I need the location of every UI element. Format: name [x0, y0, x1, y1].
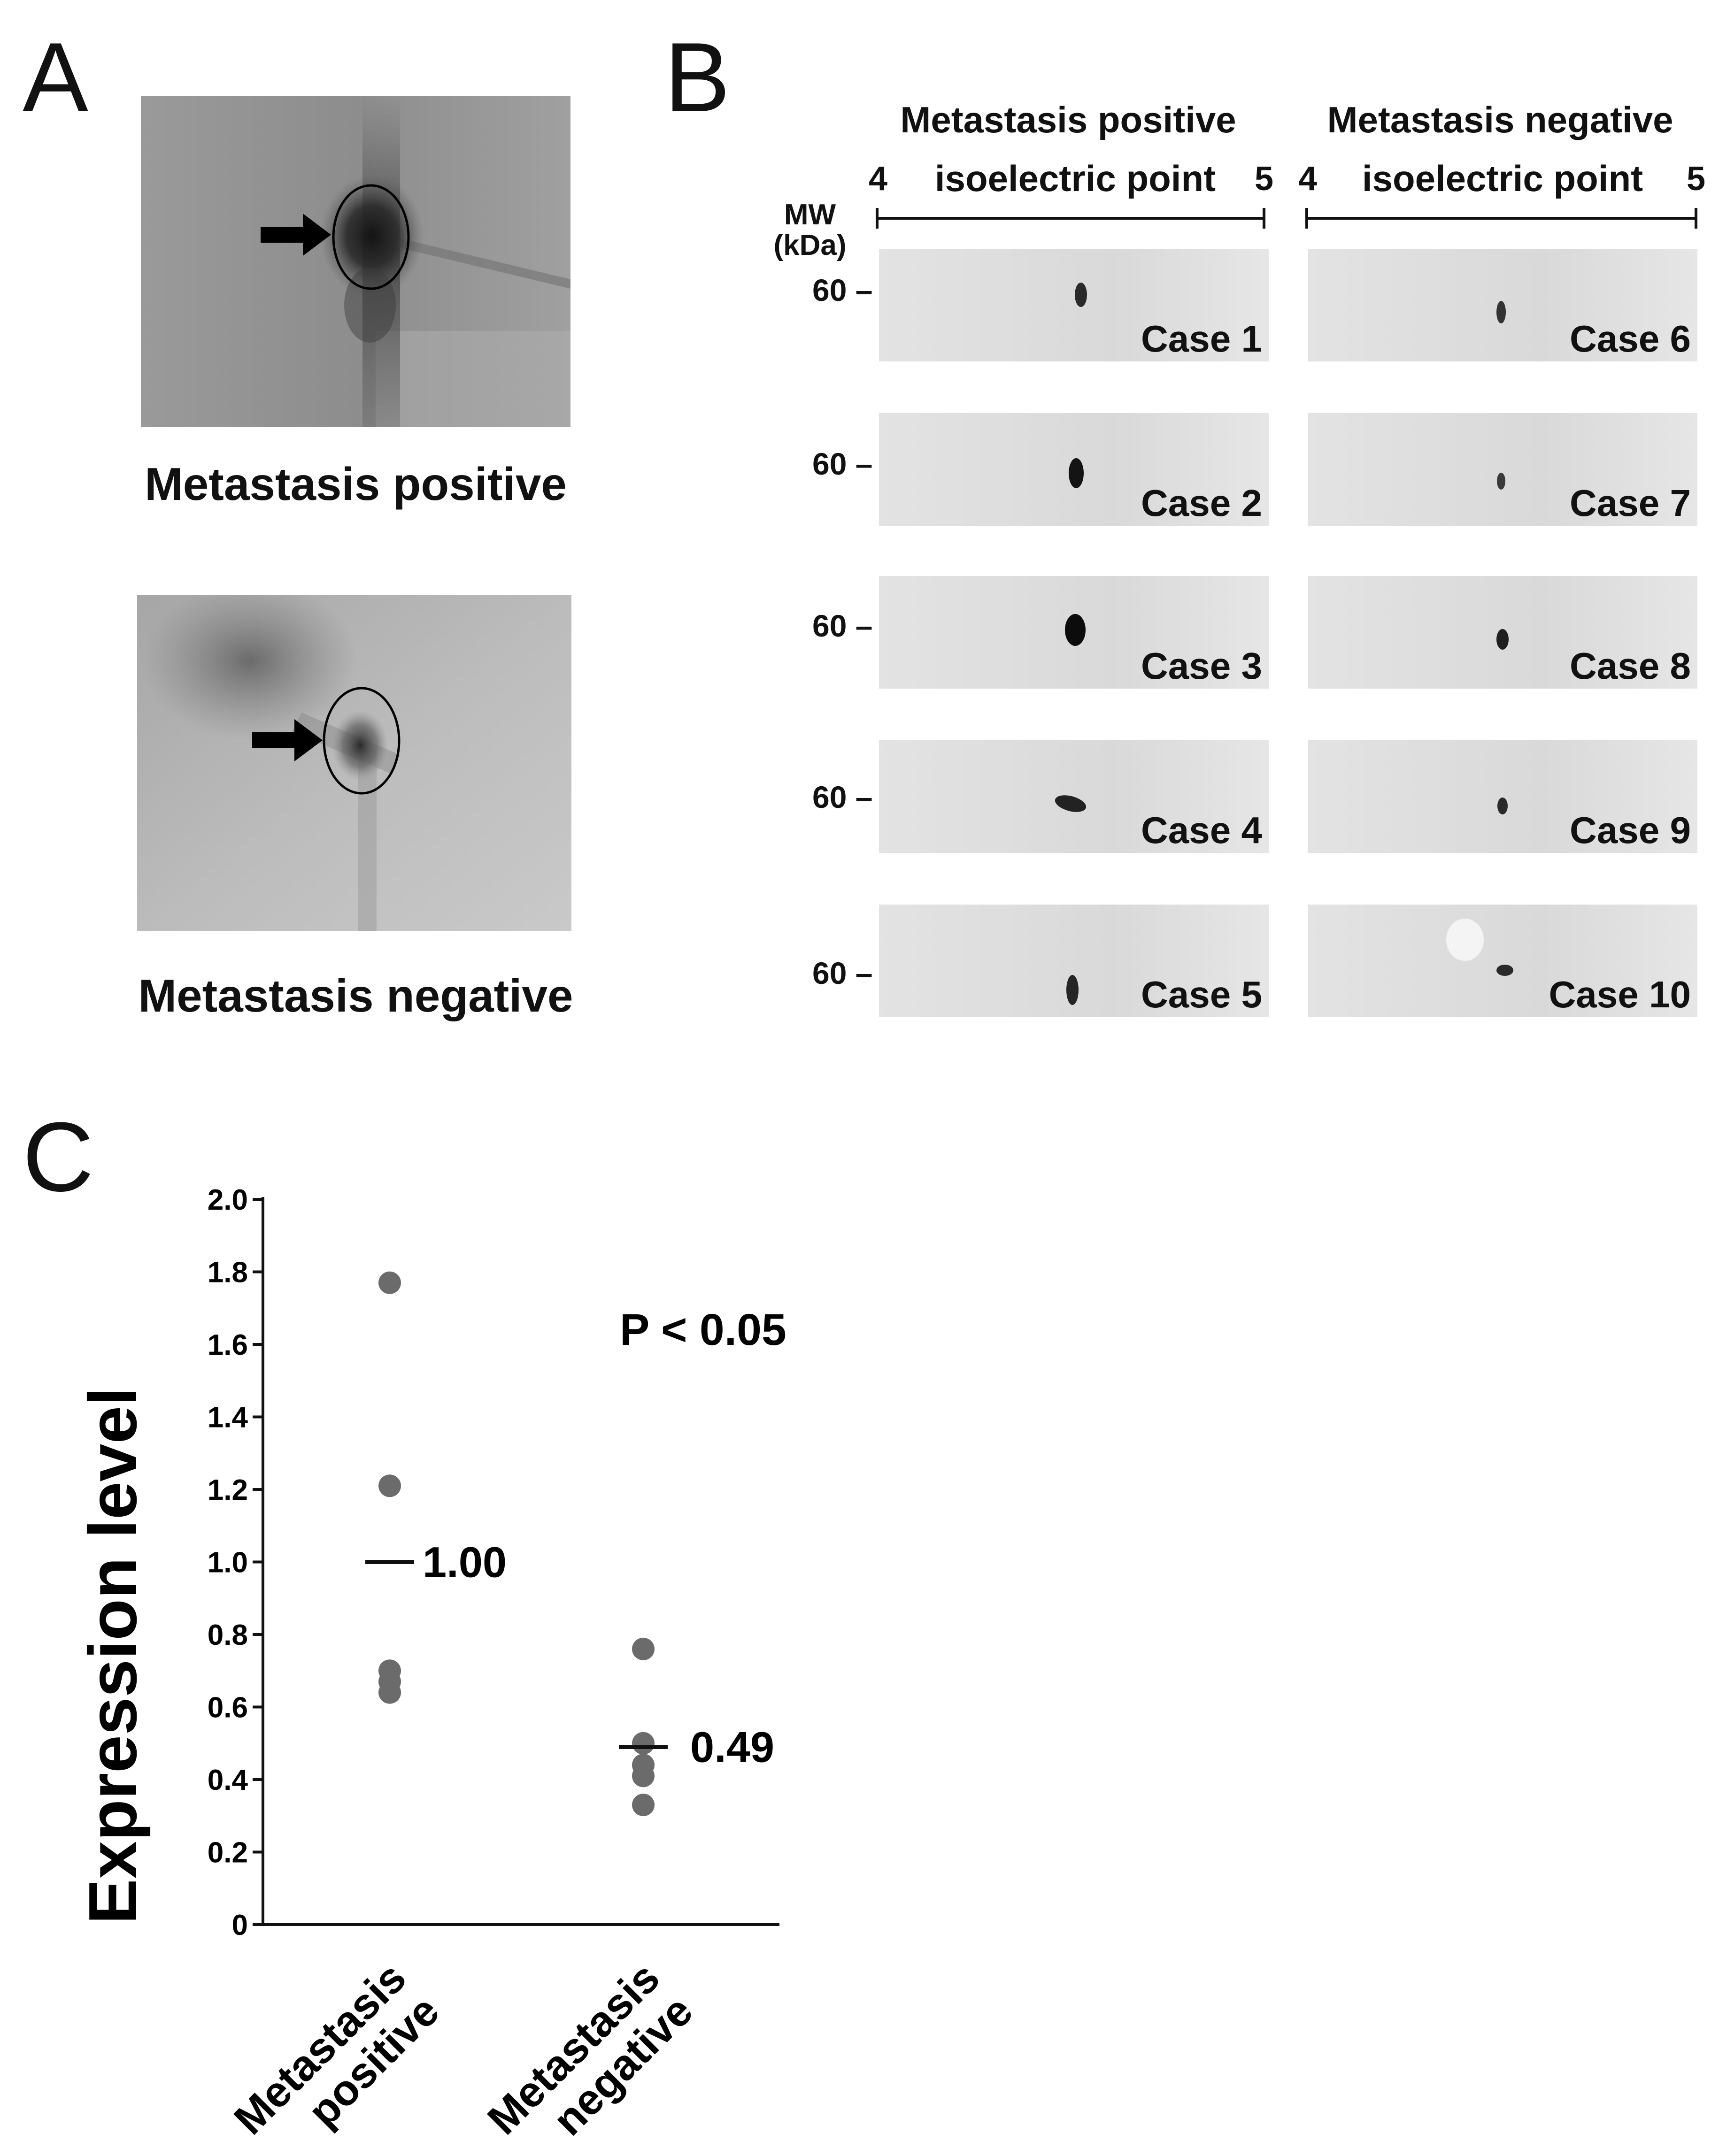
y-tick-label: 0.2 — [208, 1837, 248, 1869]
y-tick-label: 0.4 — [208, 1764, 248, 1796]
iep-range-bracket-right — [1305, 208, 1697, 229]
data-points — [378, 1271, 655, 1817]
western-blot-strip: Case 6 — [1308, 249, 1697, 361]
caption-metastasis-negative: Metastasis negative — [138, 970, 573, 1021]
case-label: Case 3 — [1141, 645, 1262, 687]
case-label: Case 9 — [1570, 809, 1691, 851]
arrow-icon — [252, 719, 323, 761]
gel-image-negative — [137, 595, 571, 931]
mw-tick-row-3: 60 – — [812, 608, 873, 643]
mw-axis-label: MW (kDa) — [773, 199, 847, 262]
panel-c-letter: C — [23, 1102, 94, 1212]
y-tick-label: 0.8 — [208, 1619, 248, 1651]
y-tick-label: 1.0 — [208, 1547, 248, 1579]
mw-tick-row-2: 60 – — [812, 446, 873, 481]
western-blot-strip: Case 1 — [879, 249, 1269, 361]
y-tick-label: 1.8 — [208, 1257, 248, 1289]
mw-tick-row-4: 60 – — [812, 780, 873, 814]
p-value-label: P < 0.05 — [620, 1305, 786, 1355]
iep-label-right: isoelectric point — [1362, 158, 1643, 199]
data-point — [378, 1474, 401, 1497]
western-blot-strip: Case 7 — [1308, 413, 1697, 526]
western-blot-strip: Case 8 — [1308, 576, 1697, 689]
western-blot-strip: Case 2 — [879, 413, 1269, 526]
case-label: Case 10 — [1549, 974, 1691, 1015]
case-label: Case 4 — [1141, 809, 1262, 851]
western-blot-strip: Case 9 — [1308, 740, 1697, 853]
circle-marker-negative — [323, 687, 401, 795]
mean-value-label: 1.00 — [423, 1539, 507, 1587]
mw-tick-row-1: 60 – — [812, 273, 873, 307]
iep-min-right: 4 — [1298, 160, 1318, 198]
mean-markers: 1.00 0.49 — [365, 1539, 774, 1771]
iep-label-left: isoelectric point — [934, 158, 1216, 199]
iep-max-right: 5 — [1687, 160, 1706, 198]
data-point — [632, 1765, 655, 1788]
mean-value-label: 0.49 — [690, 1723, 774, 1771]
data-point — [378, 1271, 401, 1294]
y-tick-label: 1.2 — [208, 1474, 248, 1506]
case-label: Case 1 — [1141, 318, 1262, 360]
data-point — [632, 1794, 655, 1817]
case-label: Case 6 — [1570, 318, 1691, 360]
arrow-icon — [261, 214, 331, 256]
y-tick-label: 0 — [232, 1909, 248, 1941]
western-blot-strip: Case 4 — [879, 740, 1269, 853]
y-axis: 0 0.2 0.4 0.6 0.8 1.0 1.2 1.4 1.6 1.8 2.0 — [208, 1184, 264, 1941]
circle-marker-positive — [332, 184, 410, 290]
data-point — [632, 1732, 655, 1755]
panel-a-letter: A — [23, 22, 89, 132]
caption-metastasis-positive: Metastasis positive — [145, 458, 567, 510]
scatter-chart: 0 0.2 0.4 0.6 0.8 1.0 1.2 1.4 1.6 1.8 2.0 Metastas… — [75, 1184, 786, 2145]
y-tick-label: 1.6 — [208, 1329, 248, 1361]
case-label: Case 2 — [1141, 482, 1262, 524]
gel-image-positive — [141, 96, 570, 427]
iep-max-left: 5 — [1255, 160, 1274, 198]
western-blot-strip: Case 10 — [1308, 905, 1697, 1017]
mw-tick-row-5: 60 – — [812, 956, 873, 990]
case-label: Case 7 — [1570, 482, 1691, 524]
y-tick-label: 2.0 — [208, 1184, 248, 1216]
y-tick-label: 0.6 — [208, 1692, 248, 1724]
data-point — [632, 1637, 655, 1660]
western-blot-strip: Case 3 — [879, 576, 1269, 689]
case-label: Case 5 — [1141, 974, 1262, 1015]
case-label: Case 8 — [1570, 645, 1691, 687]
header-metastasis-negative: Metastasis negative — [1327, 99, 1673, 140]
iep-min-left: 4 — [869, 160, 888, 198]
iep-range-bracket-left — [876, 208, 1265, 229]
western-blot-strip: Case 5 — [879, 905, 1269, 1017]
y-axis-title: Expression level — [75, 1387, 151, 1925]
y-tick-label: 1.4 — [208, 1402, 248, 1434]
data-point — [378, 1681, 401, 1704]
panel-b-letter: B — [664, 22, 731, 132]
header-metastasis-positive: Metastasis positive — [900, 99, 1236, 140]
